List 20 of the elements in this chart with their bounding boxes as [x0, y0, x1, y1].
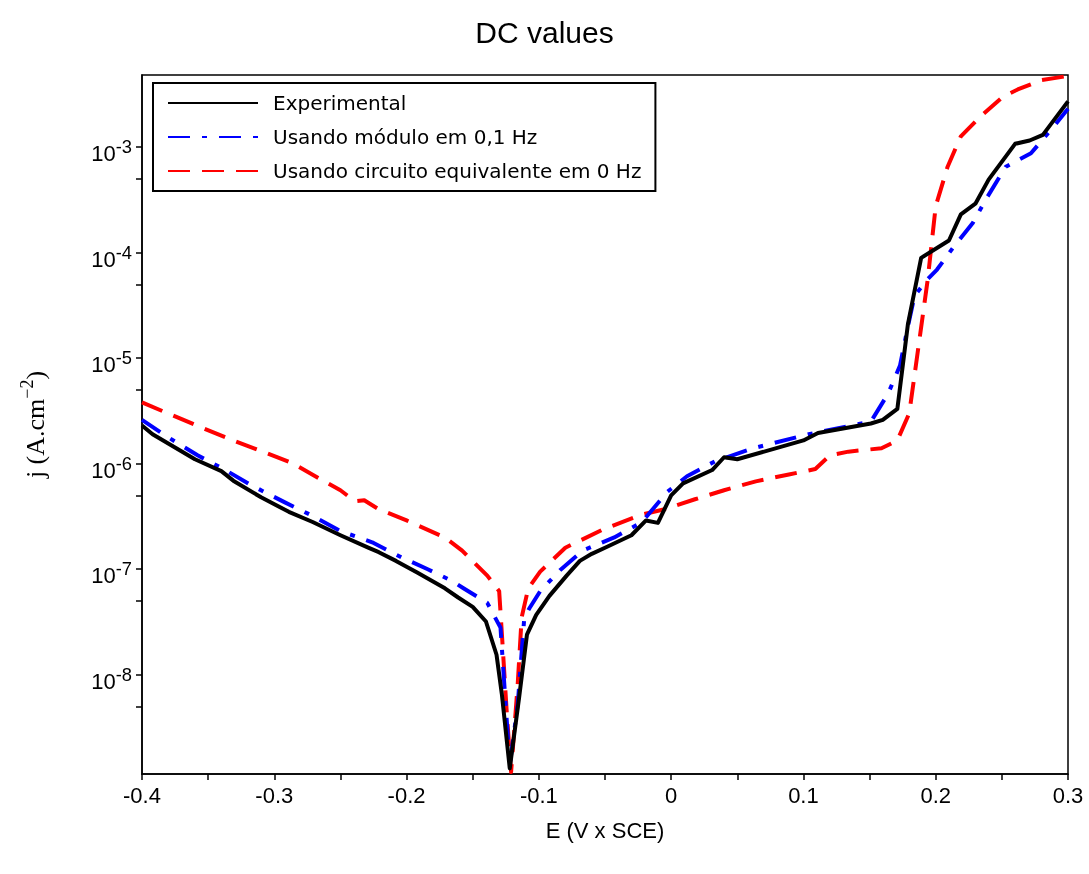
chart-title: DC values — [475, 15, 614, 49]
x-axis-title: E (V x SCE) — [545, 817, 665, 843]
legend-label: Experimental — [273, 91, 407, 115]
x-tick-label: -0.4 — [123, 782, 161, 808]
x-tick-label: -0.1 — [519, 782, 558, 808]
y-axis-title: j (A.cm−2) — [17, 370, 50, 480]
legend-label: Usando circuito equivalente em 0 Hz — [273, 159, 642, 183]
x-tick-label: 0.1 — [788, 782, 819, 808]
x-tick-label: -0.2 — [387, 782, 426, 808]
y-tick-label: 10$^{-4}$ — [91, 240, 132, 274]
y-tick-label: 10$^{-6}$ — [91, 451, 132, 485]
y-tick-label: 10$^{-3}$ — [91, 134, 132, 169]
x-tick-label: 0.2 — [920, 782, 952, 808]
y-tick-label: 10$^{-7}$ — [91, 557, 132, 591]
x-tick-label: 0.3 — [1052, 782, 1084, 808]
y-tick-label: 10$^{-8}$ — [91, 662, 132, 697]
y-tick-label: 10$^{-5}$ — [91, 346, 132, 380]
x-tick-label: 0 — [665, 782, 678, 808]
x-tick-label: -0.3 — [255, 782, 294, 808]
legend-label: Usando módulo em 0,1 Hz — [273, 125, 538, 149]
